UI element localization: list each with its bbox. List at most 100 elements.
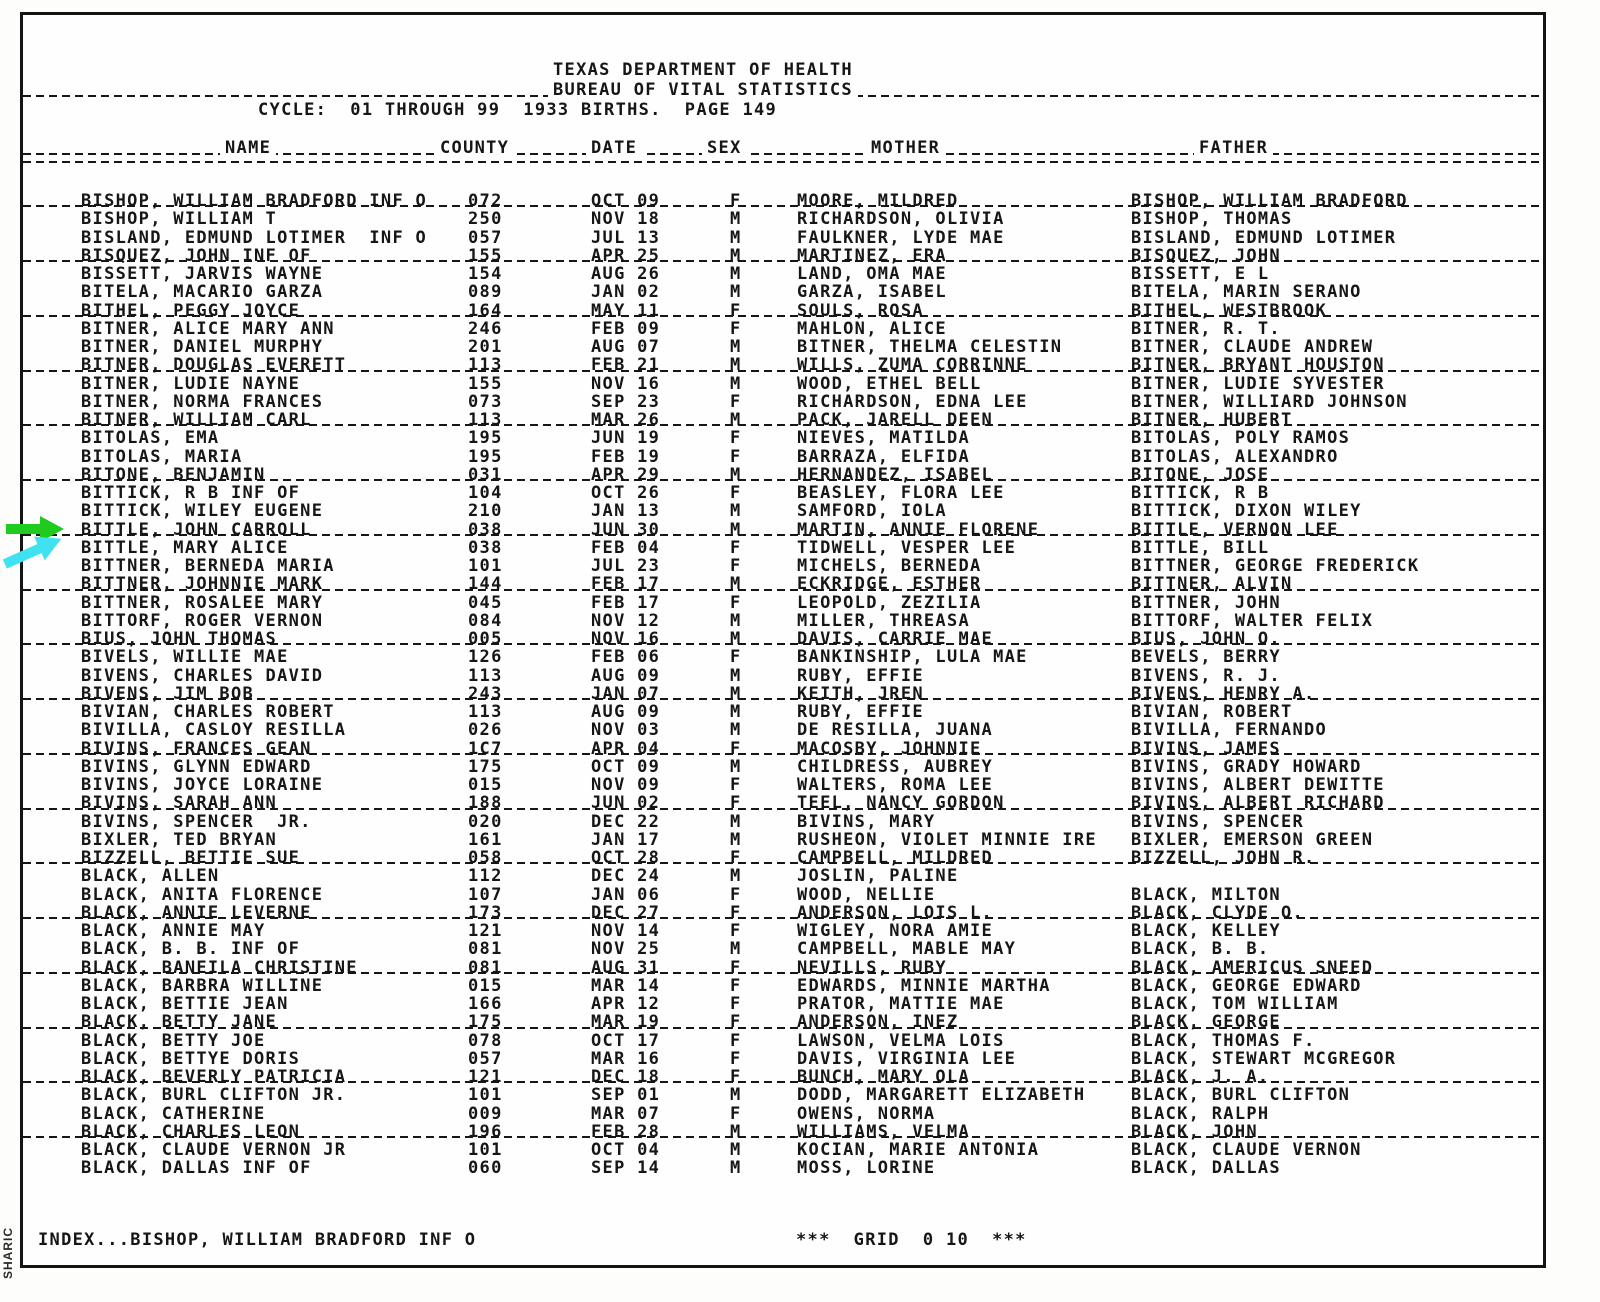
document-subtitle: BUREAU OF VITAL STATISTICS (548, 81, 858, 99)
cell-name: BIVILLA, CASLOY RESILLA (81, 720, 347, 741)
cell-county: 113 (468, 665, 503, 686)
cell-county: 113 (468, 355, 503, 376)
cell-mother: MOORE, MILDRED (797, 191, 959, 211)
cell-sex: F (730, 1048, 742, 1069)
table-row: BLACK, BETTY JOE 078 OCT 17 F LAWSON, VELMA … (23, 1032, 1543, 1050)
cell-sex: F (730, 775, 742, 795)
cell-date: JUL 23 (591, 556, 661, 576)
cell-date: OCT 04 (591, 1140, 661, 1160)
cell-sex: F (730, 921, 742, 941)
cell-county: 104 (468, 483, 503, 503)
cell-father: BLACK, KELLEY (1131, 921, 1281, 941)
cell-mother: DODD, MARGARETT ELIZABETH (797, 1085, 1086, 1106)
cell-county: 081 (468, 939, 503, 960)
cell-mother: WOOD, NELLIE (797, 884, 936, 905)
cell-county: 026 (468, 720, 503, 741)
cycle-page-line: CYCLE: 01 THROUGH 99 1933 BIRTHS. PAGE 1… (258, 100, 778, 120)
cell-name: BITOLAS, MARIA (81, 446, 243, 467)
cell-father: BITNER, LUDIE SYVESTER (1131, 373, 1385, 394)
cell-date: FEB 06 (591, 647, 661, 668)
cell-name: BIZZELL, BETTIE SUE (81, 848, 301, 868)
table-row: BLACK, CATHERINE 009 MAR 07 F OWENS, NORMA BL… (23, 1105, 1543, 1123)
cell-county: 161 (468, 829, 503, 850)
cell-sex: F (730, 592, 742, 613)
cell-sex: F (730, 483, 742, 503)
cell-sex: M (730, 501, 742, 522)
cell-date: OCT 09 (591, 191, 661, 211)
cell-date: NOV 25 (591, 939, 661, 960)
cell-sex: F (730, 556, 742, 576)
table-row: BISQUEZ, JOHN INF OF 155 APR 25 M MARTINEZ, … (23, 247, 1543, 265)
cell-name: BITNER, NORMA FRANCES (81, 391, 324, 412)
cell-mother: LAND, OMA MAE (797, 264, 947, 284)
cell-sex: F (730, 1067, 742, 1087)
cell-date: FEB 17 (591, 592, 661, 613)
cell-father: BLACK, RALPH (1131, 1103, 1270, 1124)
cell-father: BITTICK, DIXON WILEY (1131, 501, 1362, 522)
cell-date: NOV 14 (591, 921, 661, 941)
table-row: BITTNER, BERNEDA MARIA 101 JUL 23 F MICHELS,… (23, 557, 1543, 575)
cell-mother: CHILDRESS, AUBREY (797, 756, 994, 777)
table-row: BLACK, B. B. INF OF 081 NOV 25 M CAMPBELL, M… (23, 940, 1543, 958)
cell-father: BLACK, GEORGE (1131, 1012, 1281, 1033)
cell-name: BLACK, BETTYE DORIS (81, 1048, 301, 1069)
cell-sex: M (730, 519, 742, 540)
cell-date: AUG 26 (591, 264, 661, 284)
cell-date: AUG 07 (591, 337, 661, 357)
cell-sex: F (730, 738, 742, 759)
cell-father: BITTLE, VERNON LEE (1131, 519, 1339, 540)
cell-name: BLACK, B. B. INF OF (81, 939, 301, 960)
table-row: BLACK, ANNIE LEVERNE 173 DEC 27 F ANDERSON, … (23, 904, 1543, 922)
cell-father: BIZZELL, JOHN R. (1131, 848, 1316, 868)
cell-name: BIVINS, SARAH ANN (81, 793, 278, 814)
cell-mother: CAMPBELL, MABLE MAY (797, 939, 1017, 960)
cell-father: BITELA, MARIN SERANO (1131, 282, 1362, 303)
cell-date: FEB 19 (591, 446, 661, 467)
cell-date: DEC 24 (591, 866, 661, 887)
cell-sex: F (730, 994, 742, 1014)
cell-father: BLACK, THOMAS F. (1131, 1030, 1316, 1051)
table-row: BLACK, ALLEN 112 DEC 24 M JOSLIN, PALINE (23, 867, 1543, 885)
cell-name: BLACK, ANNIE LEVERNE (81, 902, 312, 923)
cell-mother: RICHARDSON, EDNA LEE (797, 391, 1028, 412)
table-row: BIUS, JOHN THOMAS 005 NOV 16 M DAVIS, CARRIE… (23, 630, 1543, 648)
cell-mother: WILLIAMS, VELMA (797, 1121, 971, 1142)
cell-mother: LEOPOLD, ZEZILIA (797, 592, 982, 613)
cell-mother: WIGLEY, NORA AMIE (797, 921, 994, 941)
cell-sex: F (730, 428, 742, 449)
document-page: TEXAS DEPARTMENT OF HEALTH BUREAU OF VIT… (20, 12, 1546, 1268)
cell-date: DEC 27 (591, 902, 661, 923)
cell-father: BIVINS, ALBERT RICHARD (1131, 793, 1385, 814)
column-header-row: NAME COUNTY DATE SEX MOTHER FATHER (23, 139, 1543, 159)
cell-mother: MICHELS, BERNEDA (797, 556, 982, 576)
document-title: TEXAS DEPARTMENT OF HEALTH (553, 60, 853, 80)
cell-sex: M (730, 245, 742, 266)
cell-mother: MOSS, LORINE (797, 1158, 936, 1179)
cyan-arrow-annotation (2, 536, 62, 569)
cell-name: BITTLE, JOHN CARROLL (81, 519, 312, 540)
cell-date: MAR 14 (591, 975, 661, 996)
cell-sex: M (730, 665, 742, 686)
cell-father: BIVINS, SPENCER (1131, 811, 1305, 832)
cell-name: BLACK, BANEILA CHRISTINE (81, 957, 358, 978)
cell-father: BISHOP, WILLIAM BRADFORD (1131, 191, 1408, 211)
cell-county: 057 (468, 1048, 503, 1069)
cell-father: BITNER, CLAUDE ANDREW (1131, 337, 1374, 357)
cell-date: NOV 09 (591, 775, 661, 795)
cell-father: BITTORF, WALTER FELIX (1131, 610, 1374, 631)
cell-date: JUN 30 (591, 519, 661, 540)
cell-county: 015 (468, 775, 503, 795)
table-row: BITOLAS, MARIA 195 FEB 19 F BARRAZA, ELFIDA B… (23, 448, 1543, 466)
column-header-underline (23, 161, 1543, 163)
cell-father: BITTNER, GEORGE FREDERICK (1131, 556, 1420, 576)
cell-mother: CAMPBELL, MILDRED (797, 848, 994, 868)
cell-father: BIVIAN, ROBERT (1131, 702, 1293, 722)
cell-mother: WOOD, ETHEL BELL (797, 373, 982, 394)
table-row: BITELA, MACARIO GARZA 089 JAN 02 M GARZA, IS… (23, 283, 1543, 301)
cell-county: 020 (468, 811, 503, 832)
cell-mother: DAVIS, VIRGINIA LEE (797, 1048, 1017, 1069)
cell-name: BISSETT, JARVIS WAYNE (81, 264, 324, 284)
cell-county: 038 (468, 537, 503, 558)
table-row: BITTLE, MARY ALICE 038 FEB 04 F TIDWELL, VES… (23, 539, 1543, 557)
